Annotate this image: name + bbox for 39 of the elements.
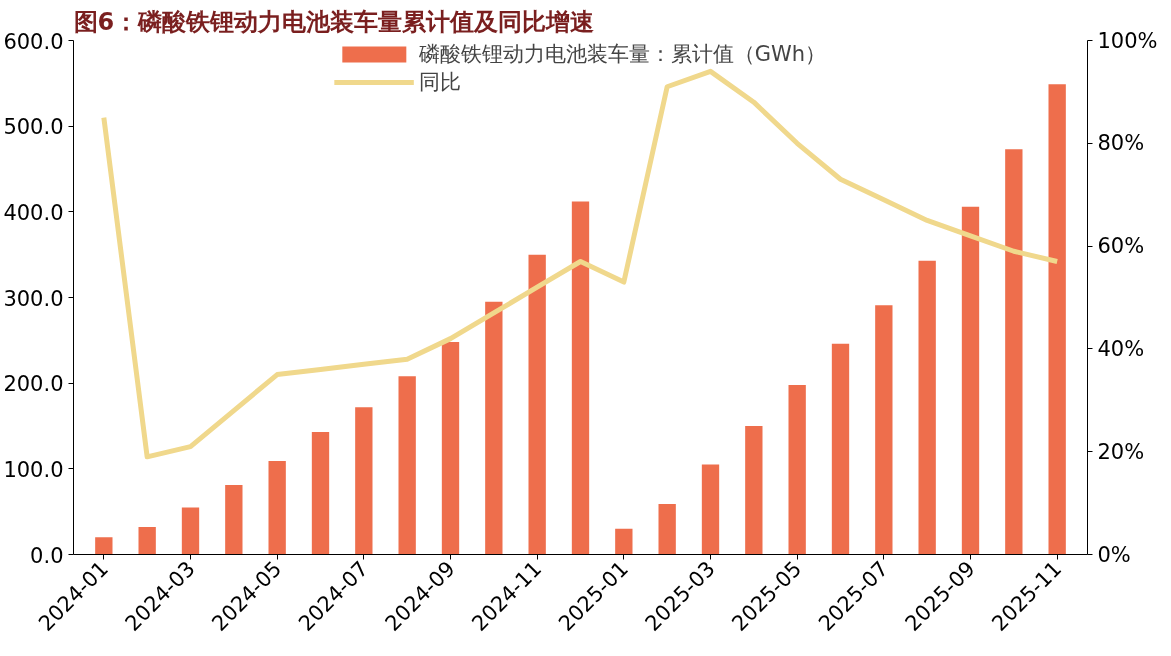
y-tick-label: 300.0 [3,286,64,311]
y2-tick-label: 0% [1097,542,1131,567]
bar [441,342,460,555]
bar [831,343,850,555]
y-tick-label: 600.0 [3,29,64,54]
y2-tick-label: 20% [1097,439,1145,464]
bar [355,407,373,555]
legend-label: 磷酸铁锂动力电池装车量：累计值（GWh） [418,41,827,68]
bar [95,537,113,555]
bar [788,384,806,555]
bar [745,426,763,555]
bar [615,528,633,555]
bar [268,461,286,555]
y-tick-label: 500.0 [3,115,64,140]
bar [701,464,720,555]
bar [311,432,330,555]
bar [1048,84,1066,555]
bar [485,301,503,555]
bar [918,260,936,555]
bar [225,485,243,555]
bar [961,206,980,555]
y-tick-label: 0.0 [30,543,64,568]
y-tick-label: 200.0 [3,372,64,397]
y-tick-label: 400.0 [3,200,64,225]
bar [1005,149,1023,555]
y2-tick-label: 60% [1097,234,1145,259]
bar [658,503,676,555]
legend-label: 同比 [418,69,461,96]
bar [181,507,200,555]
bar [571,201,590,555]
bar [398,376,416,555]
y2-tick-label: 80% [1097,131,1145,156]
bar [528,254,546,555]
chart-title: 图6：磷酸铁锂动力电池装车量累计值及同比增速 [73,7,595,36]
y-tick-label: 100.0 [3,457,64,482]
y2-tick-label: 40% [1097,336,1145,361]
bar [875,305,893,555]
y2-tick-label: 100% [1097,28,1158,53]
bar [138,527,156,555]
